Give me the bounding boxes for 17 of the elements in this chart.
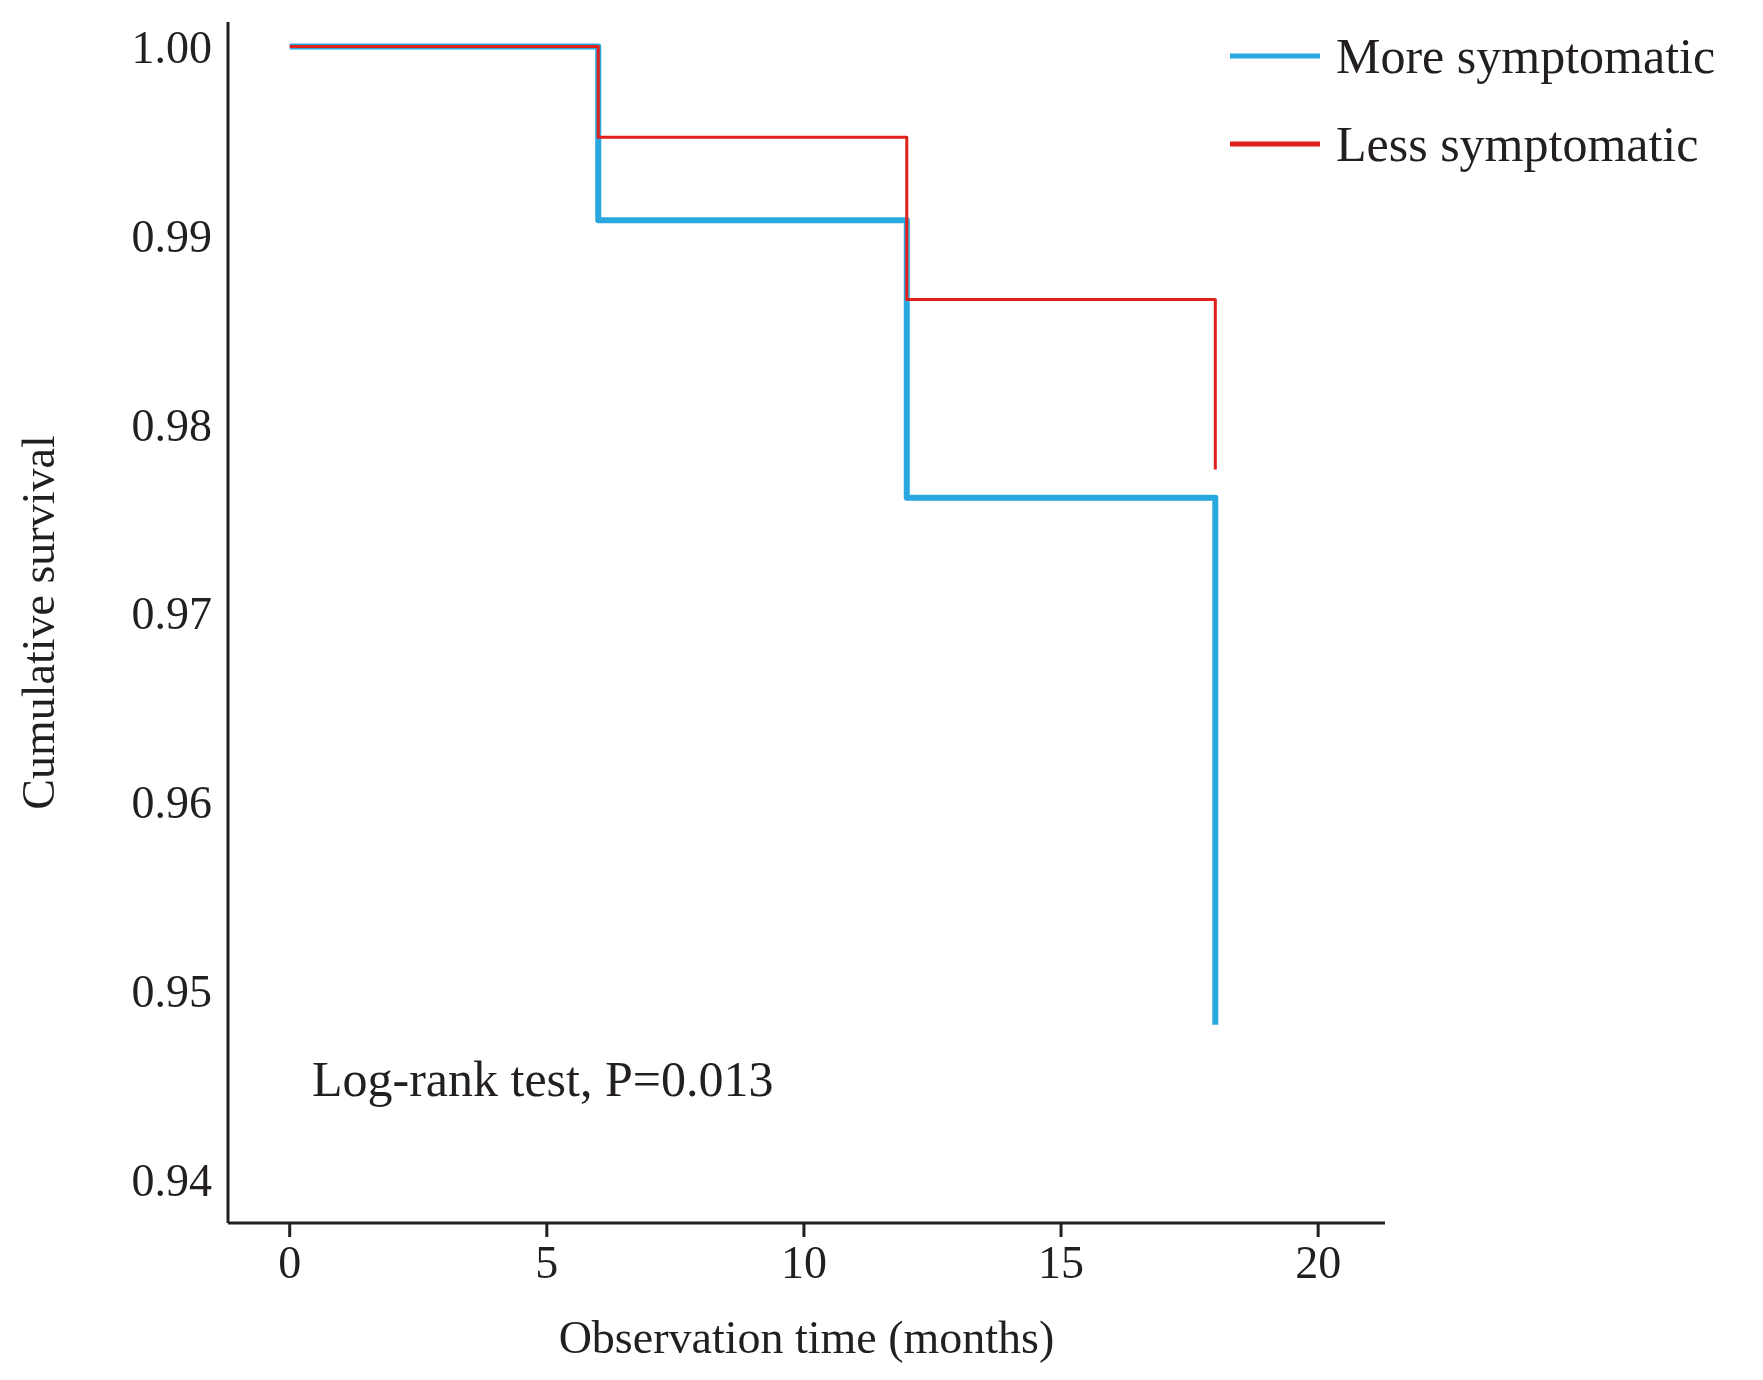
x-tick-label: 20 [1295,1236,1342,1288]
y-tick-label: 0.95 [131,966,212,1018]
legend-label: More symptomatic [1336,27,1716,85]
y-tick-label: 0.96 [131,777,212,829]
x-tick-label: 5 [535,1236,559,1288]
x-axis-title: Observation time (months) [558,1312,1055,1363]
annotation: Log-rank test, P=0.013 [312,1050,774,1108]
x-tick-label: 15 [1038,1236,1085,1288]
y-tick-label: 0.98 [131,399,212,451]
y-axis-title: Cumulative survival [13,435,65,810]
y-tick-label: 0.99 [131,210,212,262]
y-tick-label: 0.97 [131,588,212,640]
x-tick-label: 0 [278,1236,302,1288]
y-tick-label: 1.00 [131,21,212,73]
legend-label: Less symptomatic [1336,115,1699,173]
y-tick-label: 0.94 [131,1154,212,1206]
x-tick-label: 10 [780,1236,827,1288]
